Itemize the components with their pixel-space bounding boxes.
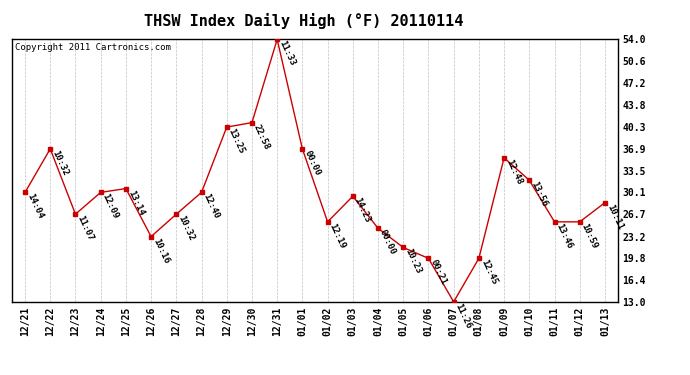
Text: 12:19: 12:19 xyxy=(328,222,347,250)
Text: 13:14: 13:14 xyxy=(126,189,146,217)
Text: 10:59: 10:59 xyxy=(580,222,599,250)
Text: 11:26: 11:26 xyxy=(453,302,473,330)
Text: 10:32: 10:32 xyxy=(177,214,196,242)
Text: 00:00: 00:00 xyxy=(302,149,322,177)
Text: 13:25: 13:25 xyxy=(227,127,246,155)
Text: 14:04: 14:04 xyxy=(25,192,45,220)
Text: 11:07: 11:07 xyxy=(75,214,95,242)
Text: 10:23: 10:23 xyxy=(403,248,423,276)
Text: 00:00: 00:00 xyxy=(378,228,397,256)
Text: 12:09: 12:09 xyxy=(101,192,120,220)
Text: 11:33: 11:33 xyxy=(277,39,297,68)
Text: 10:11: 10:11 xyxy=(605,202,624,231)
Text: 10:16: 10:16 xyxy=(151,237,170,265)
Text: 13:56: 13:56 xyxy=(529,180,549,209)
Text: 10:32: 10:32 xyxy=(50,149,70,177)
Text: THSW Index Daily High (°F) 20110114: THSW Index Daily High (°F) 20110114 xyxy=(144,13,463,29)
Text: 12:48: 12:48 xyxy=(504,158,524,186)
Text: 22:58: 22:58 xyxy=(252,123,271,151)
Text: 12:45: 12:45 xyxy=(479,258,498,286)
Text: 13:46: 13:46 xyxy=(555,222,574,250)
Text: 14:23: 14:23 xyxy=(353,196,373,224)
Text: 00:21: 00:21 xyxy=(428,258,448,286)
Text: 12:40: 12:40 xyxy=(201,192,221,220)
Text: Copyright 2011 Cartronics.com: Copyright 2011 Cartronics.com xyxy=(15,44,171,52)
